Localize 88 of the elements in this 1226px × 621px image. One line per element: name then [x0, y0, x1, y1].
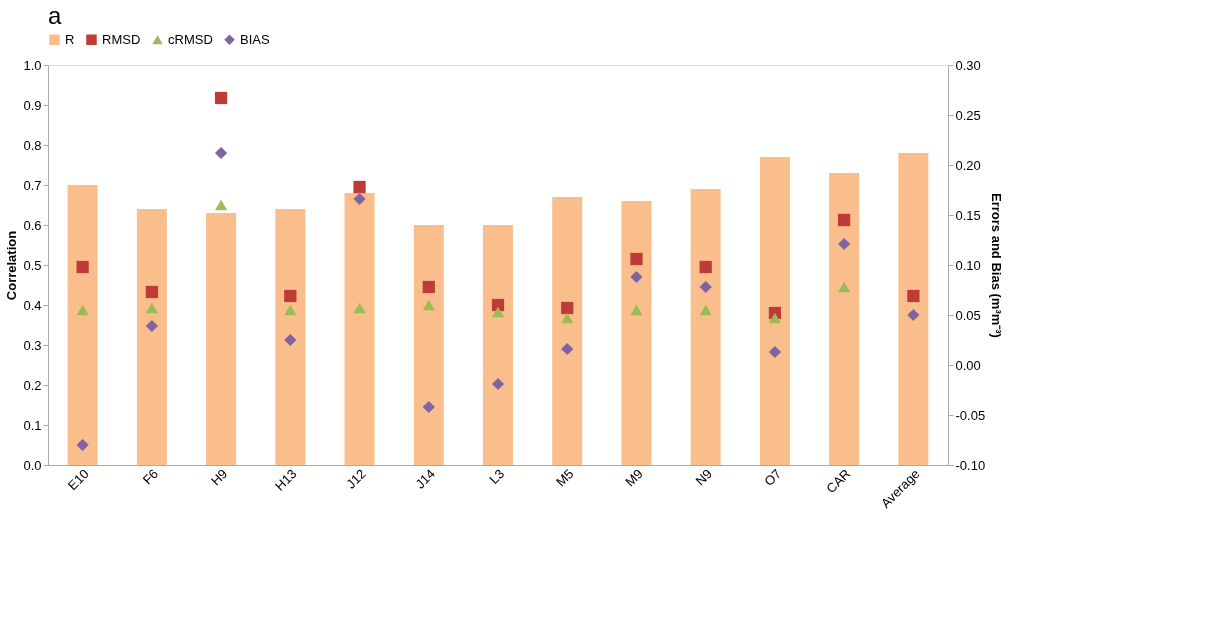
y-tick-label: 0.7: [23, 177, 42, 193]
bar: [275, 209, 306, 465]
point: [838, 237, 851, 251]
point: [214, 199, 228, 211]
bar: [206, 213, 237, 465]
point: [214, 91, 228, 105]
point: [630, 270, 643, 284]
point: [491, 377, 505, 391]
y-tick-label: 0.8: [23, 137, 42, 153]
legend-label: BIAS: [240, 31, 270, 47]
point: [422, 299, 435, 311]
point: [907, 289, 920, 303]
bar: [136, 209, 167, 465]
bar: [413, 225, 444, 465]
y-tick-label: 0.2: [23, 377, 42, 393]
x-tick-label: H9: [207, 466, 231, 489]
bar: [898, 153, 929, 465]
x-tick-label: M9: [622, 466, 646, 490]
point: [838, 213, 851, 227]
legend-label: RMSD: [102, 31, 141, 47]
bar: [483, 225, 513, 465]
x-tick-label: J14: [412, 466, 438, 492]
bar: [621, 201, 652, 465]
y-axis-title: Correlation: [4, 230, 20, 301]
point: [284, 304, 297, 316]
point: [353, 192, 366, 206]
point: [699, 280, 712, 294]
point: [145, 285, 158, 299]
point: [353, 180, 366, 194]
y2-tick-label: 0.15: [955, 207, 981, 223]
legend-label: R: [65, 31, 75, 47]
point: [630, 304, 643, 316]
y-tick-label: 0.3: [23, 337, 42, 353]
x-tick-label: L3: [486, 466, 508, 487]
point: [76, 260, 89, 274]
legend-label: cRMSD: [168, 31, 213, 47]
point: [768, 345, 782, 359]
bar: [759, 157, 790, 465]
point: [491, 306, 505, 318]
y2-tick-label: 0.10: [955, 257, 981, 273]
bar: [552, 197, 583, 465]
point: [422, 280, 435, 294]
x-tick-label: F6: [139, 466, 162, 488]
x-tick-label: N9: [692, 466, 715, 489]
point: [768, 312, 782, 324]
x-tick-label: CAR: [823, 466, 854, 497]
y2-tick-label: -0.05: [955, 407, 986, 423]
y-tick-label: 0.0: [23, 457, 42, 473]
y-tick-label: 0.4: [23, 297, 42, 313]
chart-title: a: [48, 2, 62, 29]
point: [561, 312, 574, 324]
y2-tick-label: 0.30: [955, 57, 981, 73]
y-tick-label: 0.9: [23, 97, 42, 113]
y2-tick-label: 0.05: [955, 307, 981, 323]
point: [284, 289, 297, 303]
y2-tick-label: 0.20: [955, 157, 981, 173]
point: [422, 400, 435, 414]
point: [76, 304, 89, 316]
point: [145, 319, 158, 333]
point: [214, 146, 228, 160]
point: [76, 438, 89, 452]
y-tick-label: 0.6: [23, 217, 42, 233]
y-tick-label: 1.0: [23, 57, 42, 73]
point: [630, 252, 643, 266]
bar: [344, 193, 375, 465]
y2-axis-title: Errors and Bias (m³m⁻³): [989, 193, 1005, 338]
y2-tick-label: 0.00: [955, 357, 981, 373]
x-tick-label: J12: [343, 466, 369, 492]
point: [907, 308, 920, 322]
y2-tick-label: 0.25: [955, 107, 981, 123]
x-tick-label: M5: [553, 466, 577, 490]
point: [699, 260, 712, 274]
y2-tick-label: -0.10: [955, 457, 986, 473]
point: [145, 302, 158, 314]
point: [353, 302, 366, 314]
x-tick-label: H13: [272, 466, 300, 494]
bar: [690, 189, 721, 465]
y-tick-label: 0.5: [23, 257, 42, 273]
point: [561, 301, 574, 315]
point: [699, 304, 712, 316]
point: [284, 333, 297, 347]
y-tick-label: 0.1: [23, 417, 42, 433]
point: [838, 281, 851, 293]
point: [561, 342, 574, 356]
bar: [67, 185, 98, 465]
x-tick-label: O7: [761, 466, 785, 489]
bar: [829, 173, 860, 465]
x-tick-label: E10: [64, 466, 92, 494]
